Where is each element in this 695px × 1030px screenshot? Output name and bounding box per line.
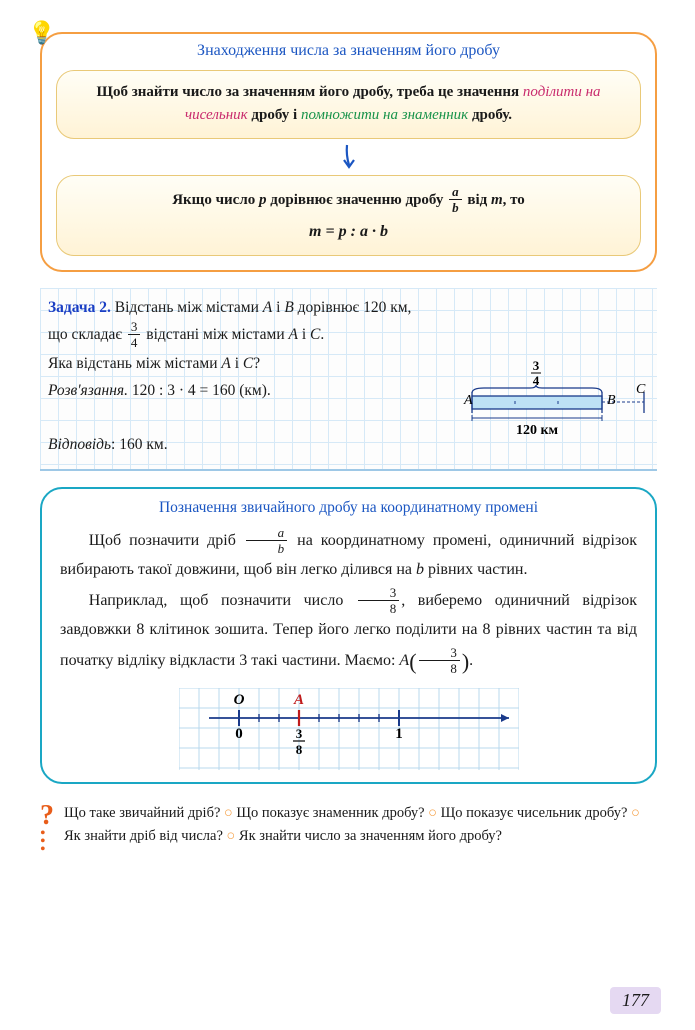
d: 4 [128, 335, 141, 349]
t: від [464, 192, 491, 208]
para1: Щоб позначити дріб ab на координатному п… [60, 527, 637, 583]
section1-title: Знаходження числа за значенням його дроб… [56, 42, 641, 60]
frac-38b: 38 [419, 646, 460, 675]
solution-text: 120 : 3 · 4 = 160 (км). [128, 382, 271, 399]
number-line-diagram: O A 0 1 3 8 [60, 688, 637, 770]
city-B: B [284, 299, 293, 316]
formula: m = p : a · b [71, 219, 626, 245]
t: що складає [48, 326, 126, 343]
answer-label: Відповідь [48, 436, 111, 453]
frac-38: 38 [358, 586, 399, 615]
problem-label: Задача 2. [48, 299, 111, 316]
lightbulb-icon: 💡 [28, 20, 55, 46]
questions-text: Що таке звичайний дріб? ○ Що показує зна… [64, 802, 657, 854]
svg-text:0: 0 [235, 726, 243, 742]
section3-body: Щоб позначити дріб ab на координатному п… [60, 527, 637, 681]
q3: Що показує чисельник дробу? [437, 805, 631, 821]
bullet-icon: ○ [428, 805, 437, 821]
coordinate-ray-box: Позначення звичайного дробу на координат… [40, 487, 657, 785]
t: і [231, 355, 243, 372]
d: b [246, 541, 287, 555]
svg-text:3: 3 [295, 726, 302, 741]
t: дорівнює значенню дробу [267, 192, 448, 208]
q2: Що показує знаменник дробу? [233, 805, 428, 821]
city-A: A [263, 299, 272, 316]
svg-text:O: O [233, 692, 244, 708]
rule-pre: Щоб знайти число за значенням його дробу… [96, 84, 522, 100]
answer-text: : 160 км. [111, 436, 168, 453]
t: дорівнює 120 км, [294, 299, 412, 316]
p-var: p [259, 192, 267, 208]
t: . [469, 652, 473, 669]
t: Відстань між містами [111, 299, 263, 316]
bullet-icon: ○ [631, 805, 640, 821]
t: і [272, 299, 284, 316]
n: a [246, 526, 287, 541]
b-var: b [416, 561, 424, 578]
t: , то [503, 192, 525, 208]
rule-multiply: помножити на знаменник [301, 107, 468, 123]
m-var: m [491, 192, 503, 208]
svg-text:A: A [292, 692, 303, 708]
bullet-icon: ○ [227, 828, 236, 844]
n: 3 [419, 646, 460, 661]
q5: Як знайти число за значенням його дробу? [235, 828, 502, 844]
city-C: C [310, 326, 320, 343]
frac-34: 34 [128, 320, 141, 349]
formula-line1: Якщо число p дорівнює значенню дробу ab … [71, 186, 626, 215]
t: Яка відстань між містами [48, 355, 221, 372]
city-C: C [243, 355, 253, 372]
svg-text:C: C [636, 382, 646, 397]
t: Наприклад, щоб позначити число [89, 592, 356, 609]
n: 3 [128, 320, 141, 335]
frac-ab: ab [449, 185, 462, 214]
page: 💡 Знаходження числа за значенням його др… [0, 0, 695, 914]
svg-text:B: B [607, 393, 616, 408]
svg-text:1: 1 [395, 726, 403, 742]
bracket-open: ( [409, 649, 416, 674]
t: . [320, 326, 324, 343]
page-number: 177 [610, 987, 661, 1014]
question-mark-icon: ? ••• [40, 802, 54, 854]
distance-diagram: 3 4 A B C [454, 358, 649, 438]
svg-text:A: A [463, 393, 473, 408]
solution-label: Розв'язання. [48, 382, 128, 399]
method-box: 💡 Знаходження числа за значенням його др… [40, 32, 657, 272]
city-A: A [289, 326, 298, 343]
frac-b: b [449, 200, 462, 214]
t: Якщо число [172, 192, 259, 208]
d: 8 [358, 601, 399, 615]
n: 3 [358, 586, 399, 601]
t: ? [253, 355, 260, 372]
d: 8 [419, 661, 460, 675]
svg-text:8: 8 [295, 742, 302, 757]
t: рівних частин. [424, 561, 528, 578]
problem-box: Задача 2. Відстань між містами A і B дор… [40, 288, 657, 471]
bullet-icon: ○ [224, 805, 233, 821]
rule-mid1: дробу і [248, 107, 301, 123]
q4: Як знайти дріб від числа? [64, 828, 227, 844]
arrow-down-icon [56, 143, 641, 174]
frac-a: a [449, 185, 462, 200]
q1: Що таке звичайний дріб? [64, 805, 224, 821]
svg-text:120 км: 120 км [516, 423, 559, 438]
section3-title: Позначення звичайного дробу на координат… [60, 499, 637, 517]
t: і [298, 326, 310, 343]
rule-post: дробу. [468, 107, 512, 123]
t: Щоб позначити дріб [89, 532, 244, 549]
svg-text:3: 3 [533, 358, 540, 373]
questions-block: ? ••• Що таке звичайний дріб? ○ Що показ… [40, 802, 657, 854]
formula-box: Якщо число p дорівнює значенню дробу ab … [56, 175, 641, 256]
point-A: A [399, 652, 409, 669]
frac-ab: ab [246, 526, 287, 555]
t: відстані між містами [142, 326, 288, 343]
para2: Наприклад, щоб позначити число 38, вибер… [60, 587, 637, 681]
rule-box: Щоб знайти число за значенням його дробу… [56, 70, 641, 139]
city-A: A [221, 355, 230, 372]
